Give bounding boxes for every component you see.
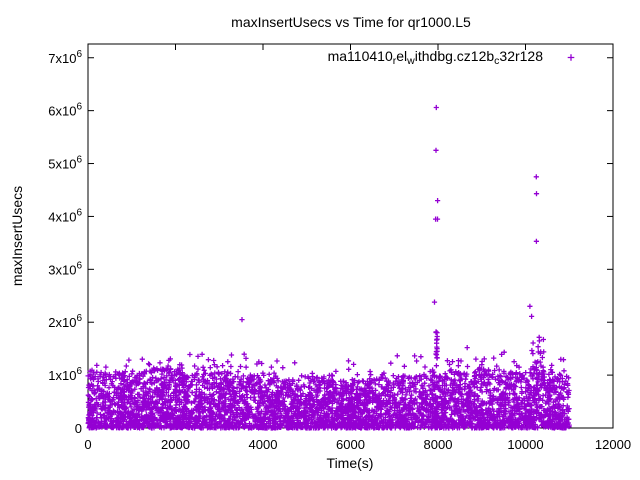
y-tick-label: 6x106 [48,102,82,119]
x-tick-label: 6000 [336,437,365,452]
y-tick-label: 0 [75,421,82,436]
x-tick-label: 12000 [595,437,631,452]
chart-title: maxInsertUsecs vs Time for qr1000.L5 [231,14,471,30]
axis-ticks: 0 2000 4000 6000 8000 10000 12000 0 1x106 2x106 3x… [48,44,631,452]
legend-series-label: ma110410relwithdbg.cz12bc32r128 [328,48,544,67]
y-tick-label: 3x106 [48,260,82,277]
data-points [85,104,572,431]
x-axis-label: Time(s) [327,455,374,471]
y-tick-label: 7x106 [48,49,82,66]
x-tick-label: 2000 [161,437,190,452]
x-tick-label: 0 [84,437,91,452]
scatter-points-path [85,104,572,431]
x-tick-label: 10000 [507,437,543,452]
x-tick-label: 4000 [249,437,278,452]
y-tick-label: 1x106 [48,366,82,383]
x-tick-label: 8000 [424,437,453,452]
y-tick-label: 2x106 [48,313,82,330]
y-tick-label: 4x106 [48,207,82,224]
y-tick-label: 5x106 [48,155,82,172]
legend-point-marker [567,54,575,61]
legend: ma110410relwithdbg.cz12bc32r128 [328,48,575,67]
y-axis-label: maxInsertUsecs [9,186,25,286]
